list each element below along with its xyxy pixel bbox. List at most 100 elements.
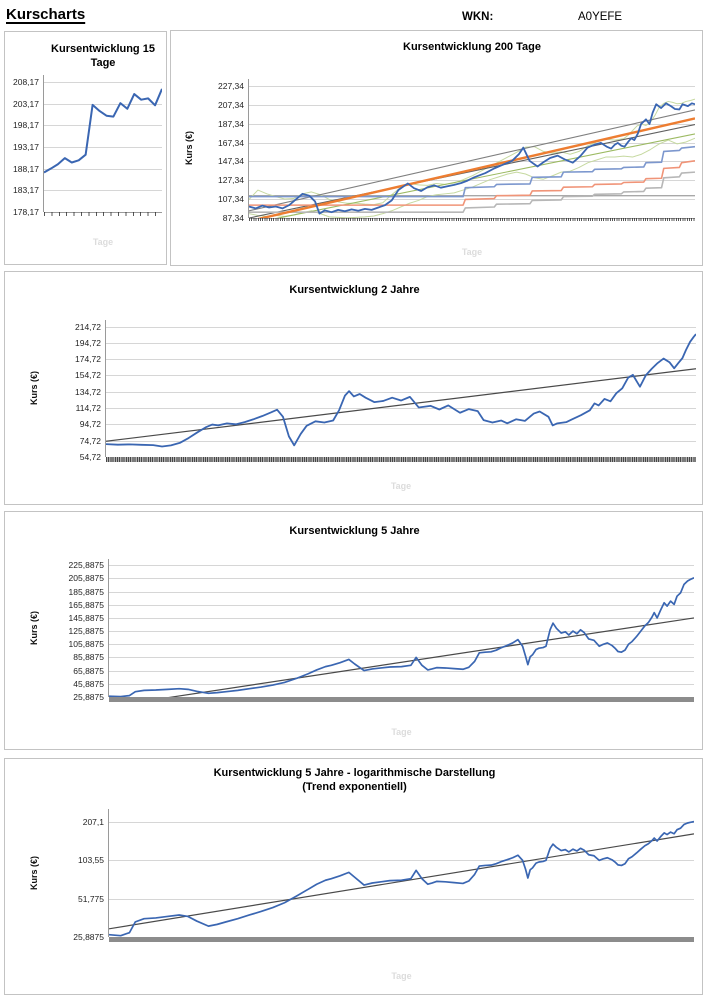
- x-axis-title: Tage: [390, 481, 412, 491]
- gridline: [109, 898, 694, 900]
- y-tick-label: 114,72: [75, 402, 101, 413]
- y-axis-title: Kurs (€): [29, 370, 39, 406]
- wkn-value: A0YEFE: [578, 11, 623, 23]
- y-tick-label: 203,17: [13, 98, 39, 109]
- gridline: [249, 180, 695, 182]
- gridline: [109, 604, 694, 606]
- chart-panel-2-jahre: Kursentwicklung 2 Jahre Kurs (€) 214,72 1…: [4, 271, 703, 505]
- gridline: [249, 142, 695, 144]
- y-tick-label: 225,8875: [68, 560, 104, 571]
- gridline: [106, 326, 696, 328]
- gridline: [106, 391, 696, 393]
- y-tick-label: 183,17: [13, 185, 39, 196]
- plot-area-5-jahre-log: 207,1 103,55 51,775 25,8875: [73, 809, 694, 942]
- y-tick-label: 87,34: [222, 212, 244, 223]
- chart-panel-5-jahre-log: Kursentwicklung 5 Jahre - logarithmische…: [4, 758, 703, 995]
- chart-panel-200-tage: Kursentwicklung 200 Tage Kurs (€) 227,34…: [170, 30, 703, 266]
- gridline: [44, 125, 162, 127]
- series-trend-orange: [249, 118, 695, 218]
- y-tick-label: 134,72: [75, 386, 101, 397]
- series-step-salmon: [249, 161, 695, 205]
- gridline: [109, 565, 694, 567]
- y-tick-label: 207,34: [218, 99, 244, 110]
- chart-title: Kursentwicklung 2 Jahre: [289, 284, 420, 296]
- y-tick-label: 214,72: [75, 321, 101, 332]
- gridline: [106, 440, 696, 442]
- y-axis-title: Kurs (€): [29, 610, 39, 646]
- gridline: [109, 617, 694, 619]
- series-channel-lower: [249, 125, 695, 218]
- gridline: [249, 123, 695, 125]
- chart-series-canvas: [44, 75, 162, 212]
- series-step-blue: [249, 147, 695, 197]
- chart-panel-5-jahre: Kursentwicklung 5 Jahre Kurs (€) 225,887…: [4, 511, 703, 750]
- series-trend: [109, 618, 694, 697]
- x-axis-title: Tage: [391, 727, 412, 737]
- gridline: [249, 86, 695, 88]
- chart-series-canvas: [249, 79, 695, 218]
- chart-series-canvas: [109, 559, 694, 697]
- y-tick-label: 127,34: [218, 175, 244, 186]
- x-axis-strip: [249, 218, 695, 221]
- plot-area-15-tage: 208,17 203,17 198,17 193,17 188,17 183,17 178,…: [13, 75, 162, 217]
- gridline: [44, 190, 162, 192]
- gridline: [109, 670, 694, 672]
- chart-series-canvas: [106, 320, 696, 457]
- series-price: [109, 578, 694, 697]
- y-tick-label: 154,72: [75, 370, 101, 381]
- series-price: [249, 103, 695, 213]
- y-tick-label: 125,8875: [68, 625, 104, 636]
- y-tick-label: 205,8875: [68, 573, 104, 584]
- y-tick-label: 187,34: [218, 118, 244, 129]
- x-axis-strip: [106, 457, 696, 462]
- gridline: [44, 147, 162, 149]
- gridline: [106, 424, 696, 426]
- series-trend: [106, 369, 696, 442]
- y-tick-label: 103,55: [78, 854, 104, 865]
- series-price: [44, 89, 162, 173]
- series-price: [109, 822, 694, 936]
- plot-area-200-tage: 227,34 207,34 187,34 167,34 147,34 127,34 107,…: [218, 79, 695, 223]
- gridline: [109, 591, 694, 593]
- y-tick-label: 178,17: [13, 206, 39, 217]
- chart-title: Kursentwicklung 15 Tage: [51, 43, 155, 70]
- gridline: [109, 683, 694, 685]
- x-axis-title: Tage: [92, 237, 114, 247]
- y-tick-label: 193,17: [13, 141, 39, 152]
- y-tick-label: 25,8875: [73, 691, 104, 702]
- y-tick-label: 198,17: [13, 120, 39, 131]
- y-tick-label: 167,34: [218, 137, 244, 148]
- gridline: [109, 657, 694, 659]
- y-tick-label: 94,72: [79, 419, 101, 430]
- chart-title: Kursentwicklung 5 Jahre - logarithmische…: [5, 766, 704, 795]
- chart-title: Kursentwicklung 200 Tage: [403, 41, 541, 53]
- plot-area-5-jahre: 225,8875 205,8875 185,8875 165,8875 145,8875…: [69, 559, 694, 702]
- gridline: [109, 821, 694, 823]
- y-tick-label: 145,8875: [68, 612, 104, 623]
- y-tick-label: 54,72: [79, 451, 101, 462]
- chart-title-line2: (Trend exponentiell): [302, 781, 407, 794]
- y-tick-label: 85,8875: [73, 652, 104, 663]
- chart-title-line1: Kursentwicklung 5 Jahre - logarithmische…: [213, 767, 496, 779]
- y-tick-label: 25,8875: [73, 931, 104, 942]
- y-tick-label: 165,8875: [68, 599, 104, 610]
- gridline: [44, 82, 162, 84]
- series-channel-upper: [249, 110, 695, 211]
- chart-series-canvas: [109, 809, 694, 937]
- y-tick-label: 45,8875: [73, 678, 104, 689]
- plot-area-2-jahre: 214,72 194,72 174,72 154,72 134,72 114,72 94,7…: [75, 320, 696, 462]
- y-tick-label: 194,72: [75, 337, 101, 348]
- y-tick-label: 185,8875: [68, 586, 104, 597]
- gridline: [106, 342, 696, 344]
- chart-panel-15-tage: Kursentwicklung 15 Tage 208,17 203,17 198,…: [4, 31, 167, 265]
- y-tick-label: 207,1: [82, 816, 104, 827]
- gridline: [106, 359, 696, 361]
- series-bollinger-upper: [249, 99, 695, 205]
- page-title: Kurscharts: [6, 6, 86, 23]
- y-tick-label: 105,8875: [68, 639, 104, 650]
- gridline: [109, 860, 694, 862]
- wkn-label: WKN:: [462, 11, 494, 23]
- gridline: [109, 631, 694, 633]
- y-axis-title: Kurs (€): [29, 855, 39, 891]
